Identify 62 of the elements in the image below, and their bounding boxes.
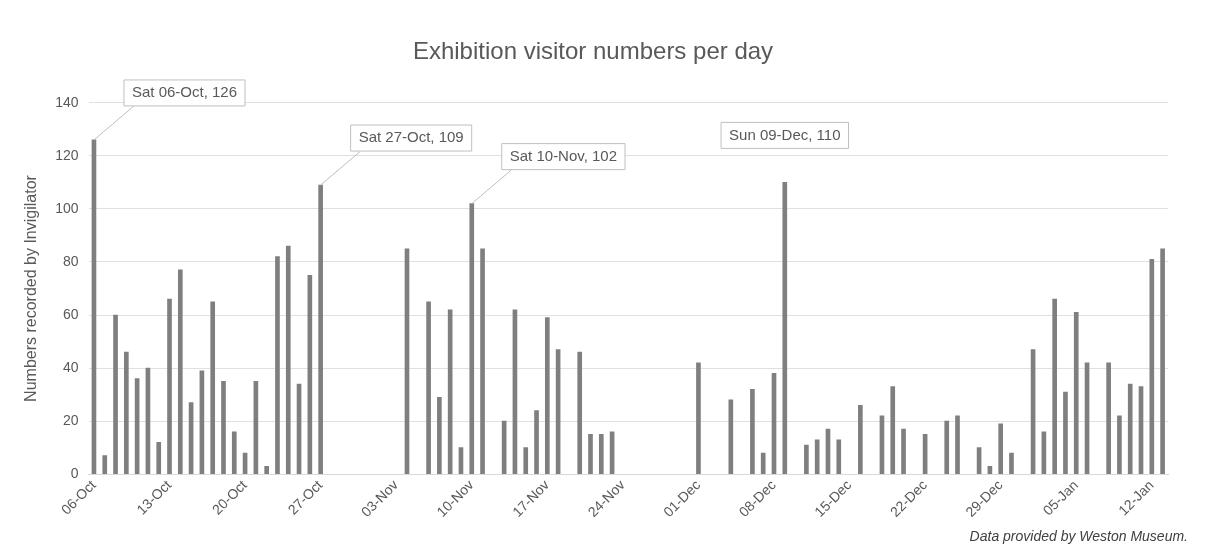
bar	[955, 415, 960, 475]
text: Data provided by Weston Museum.	[969, 527, 1188, 544]
bar	[480, 248, 485, 475]
y-tick-label: 140	[55, 93, 79, 110]
bar	[598, 434, 604, 475]
bar	[113, 314, 118, 475]
bar	[102, 455, 108, 475]
chart-title: Exhibition visitor numbers per day	[412, 37, 774, 65]
bar	[1009, 452, 1014, 475]
bar	[177, 269, 183, 475]
bar	[804, 444, 809, 475]
bar	[750, 388, 755, 475]
bar	[1127, 383, 1133, 475]
y-tick-label: 20	[62, 412, 79, 429]
bar	[318, 184, 323, 475]
bar	[264, 465, 269, 475]
bar	[1106, 362, 1111, 475]
bar	[1073, 312, 1079, 475]
y-axis-title: Numbers recorded by Invigilator	[22, 174, 40, 402]
bar	[544, 317, 550, 475]
bar	[210, 301, 216, 475]
bar	[1117, 415, 1122, 475]
bar	[156, 442, 162, 475]
y-tick-label: 40	[62, 358, 79, 375]
bar	[285, 245, 291, 475]
bar	[221, 381, 226, 475]
y-tick-label: 80	[62, 252, 79, 269]
bar	[858, 404, 863, 475]
bar	[901, 428, 906, 475]
bar	[998, 423, 1004, 475]
bar	[760, 452, 766, 475]
y-tick-label: 120	[55, 146, 79, 163]
bar	[167, 298, 172, 475]
annotation: Sat 27-Oct, 109	[358, 128, 464, 146]
bar	[231, 431, 237, 475]
annotation: Sat 06-Oct, 126	[131, 83, 238, 101]
bar	[1160, 248, 1165, 475]
bar	[696, 362, 701, 475]
bar	[426, 301, 431, 475]
bar	[275, 256, 280, 475]
bar	[577, 351, 583, 475]
bar	[447, 309, 453, 475]
y-tick-label: 100	[55, 199, 79, 216]
bar	[836, 439, 842, 475]
bar	[890, 386, 896, 475]
bar	[782, 182, 788, 475]
bar	[469, 203, 475, 475]
bar	[523, 447, 529, 475]
annotation: Sat 10-Nov, 102	[509, 146, 618, 164]
y-tick-label: 60	[62, 305, 79, 322]
annotation: Sun 09-Dec, 110	[729, 125, 841, 143]
bar	[1052, 298, 1057, 475]
bar	[534, 410, 539, 475]
bar	[944, 420, 950, 475]
bar	[437, 396, 442, 475]
y-tick-label: 0	[70, 465, 79, 482]
bar	[814, 439, 820, 475]
bar	[728, 399, 734, 475]
bar	[1063, 391, 1068, 475]
bar	[124, 351, 129, 475]
bar	[1149, 258, 1155, 475]
bar	[588, 434, 593, 475]
